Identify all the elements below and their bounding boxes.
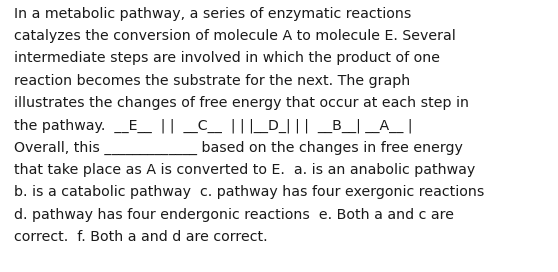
Text: b. is a catabolic pathway  c. pathway has four exergonic reactions: b. is a catabolic pathway c. pathway has…: [14, 185, 484, 199]
Text: the pathway.  __E__  | |  __C__  | | |__D_| | |  __B__| __A__ |: the pathway. __E__ | | __C__ | | |__D_| …: [14, 118, 412, 133]
Text: Overall, this _____________ based on the changes in free energy: Overall, this _____________ based on the…: [14, 141, 463, 155]
Text: that take place as A is converted to E.  a. is an anabolic pathway: that take place as A is converted to E. …: [14, 163, 475, 177]
Text: In a metabolic pathway, a series of enzymatic reactions: In a metabolic pathway, a series of enzy…: [14, 7, 411, 21]
Text: correct.  f. Both a and d are correct.: correct. f. Both a and d are correct.: [14, 230, 268, 244]
Text: catalyzes the conversion of molecule A to molecule E. Several: catalyzes the conversion of molecule A t…: [14, 29, 456, 43]
Text: intermediate steps are involved in which the product of one: intermediate steps are involved in which…: [14, 51, 440, 65]
Text: d. pathway has four endergonic reactions  e. Both a and c are: d. pathway has four endergonic reactions…: [14, 208, 454, 221]
Text: reaction becomes the substrate for the next. The graph: reaction becomes the substrate for the n…: [14, 74, 410, 88]
Text: illustrates the changes of free energy that occur at each step in: illustrates the changes of free energy t…: [14, 96, 469, 110]
